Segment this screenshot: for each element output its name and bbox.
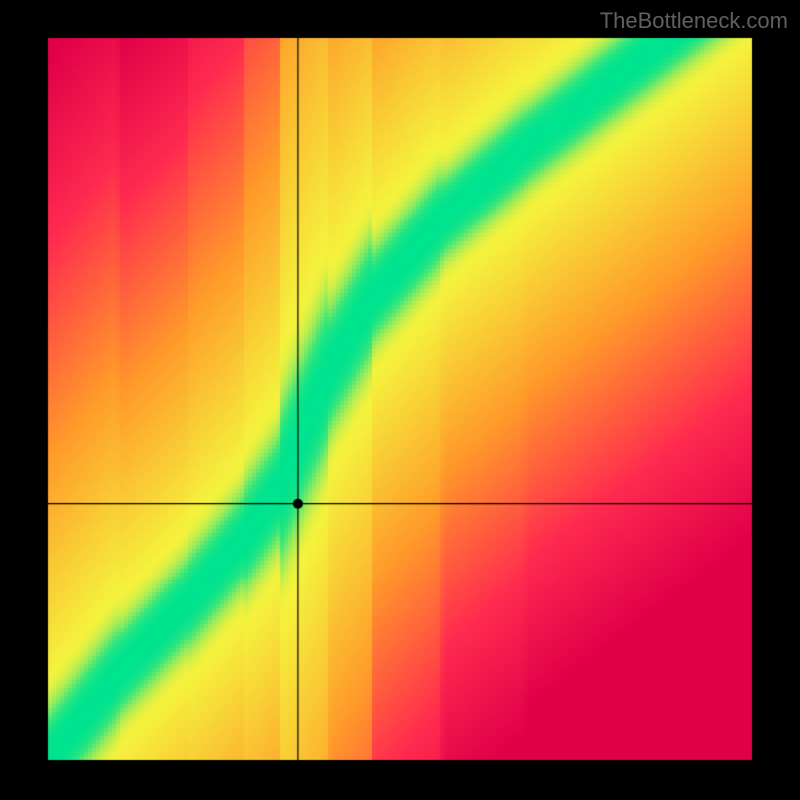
watermark-text: TheBottleneck.com xyxy=(600,8,788,34)
heatmap-canvas xyxy=(0,0,800,800)
chart-container: TheBottleneck.com xyxy=(0,0,800,800)
